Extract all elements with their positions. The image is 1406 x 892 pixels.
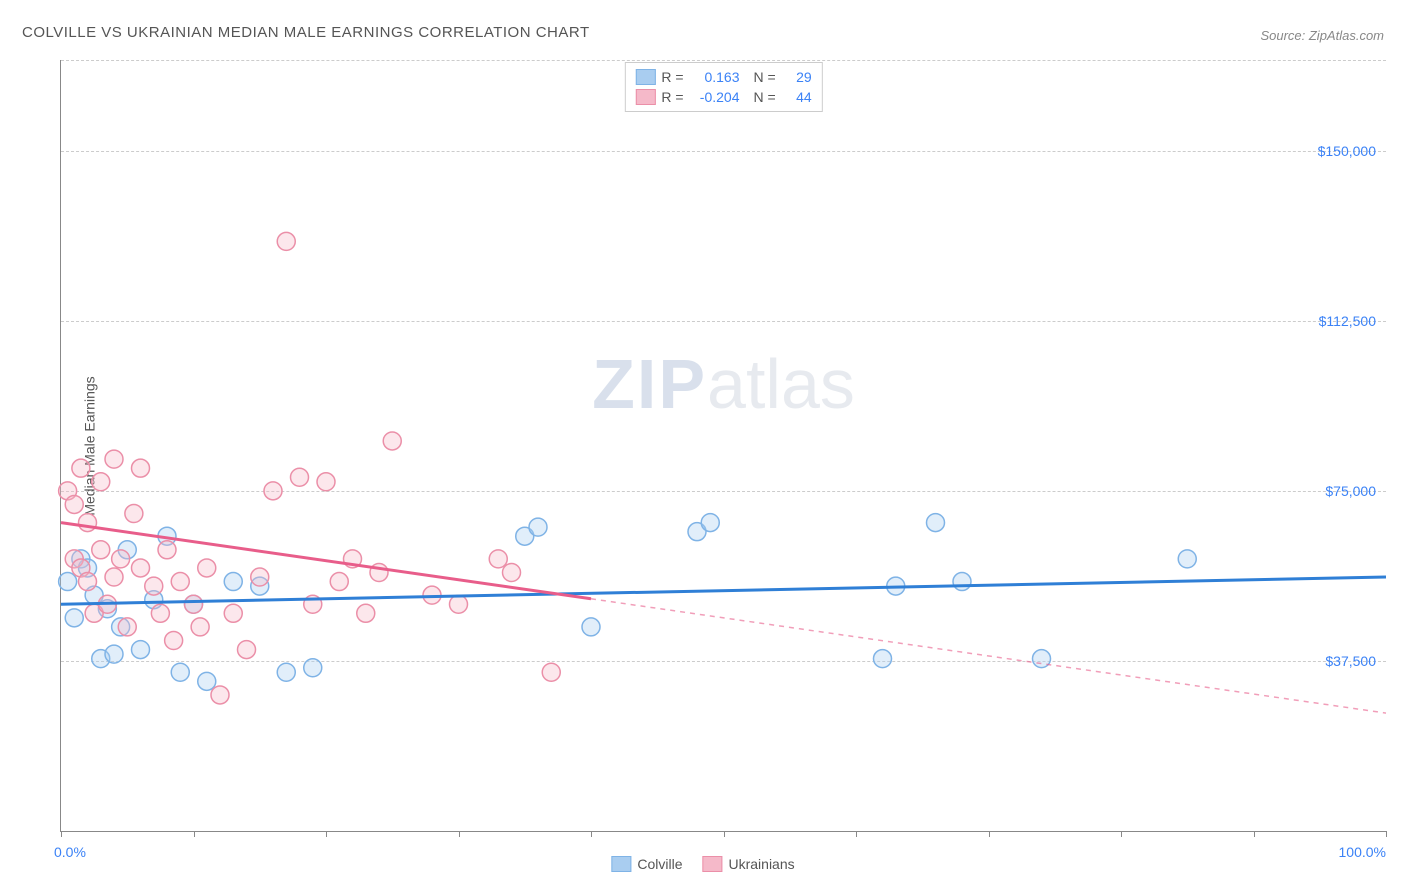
plot-area: ZIPatlas $37,500$75,000$112,500$150,000 … xyxy=(60,60,1386,832)
r-value-ukrainians: -0.204 xyxy=(690,89,740,105)
r-label: R = xyxy=(661,69,683,85)
stats-row-colville: R = 0.163 N = 29 xyxy=(635,67,811,87)
stats-legend: R = 0.163 N = 29 R = -0.204 N = 44 xyxy=(624,62,822,112)
x-axis-max-label: 100.0% xyxy=(1339,844,1386,860)
legend-item-ukrainians: Ukrainians xyxy=(702,856,794,872)
swatch-colville xyxy=(635,69,655,85)
r-label-2: R = xyxy=(661,89,683,105)
n-label: N = xyxy=(754,69,776,85)
legend-label-ukrainians: Ukrainians xyxy=(728,856,794,872)
n-label-2: N = xyxy=(754,89,776,105)
plot-svg xyxy=(61,60,1386,831)
n-value-ukrainians: 44 xyxy=(782,89,812,105)
chart-container: COLVILLE VS UKRAINIAN MEDIAN MALE EARNIN… xyxy=(10,10,1396,882)
legend-item-colville: Colville xyxy=(611,856,682,872)
chart-title: COLVILLE VS UKRAINIAN MEDIAN MALE EARNIN… xyxy=(22,24,590,41)
r-value-colville: 0.163 xyxy=(690,69,740,85)
stats-row-ukrainians: R = -0.204 N = 44 xyxy=(635,87,811,107)
legend-swatch-colville xyxy=(611,856,631,872)
legend-swatch-ukrainians xyxy=(702,856,722,872)
n-value-colville: 29 xyxy=(782,69,812,85)
legend-label-colville: Colville xyxy=(637,856,682,872)
bottom-legend: Colville Ukrainians xyxy=(611,856,794,872)
x-axis-min-label: 0.0% xyxy=(54,844,86,860)
swatch-ukrainians xyxy=(635,89,655,105)
chart-source: Source: ZipAtlas.com xyxy=(1260,28,1384,43)
